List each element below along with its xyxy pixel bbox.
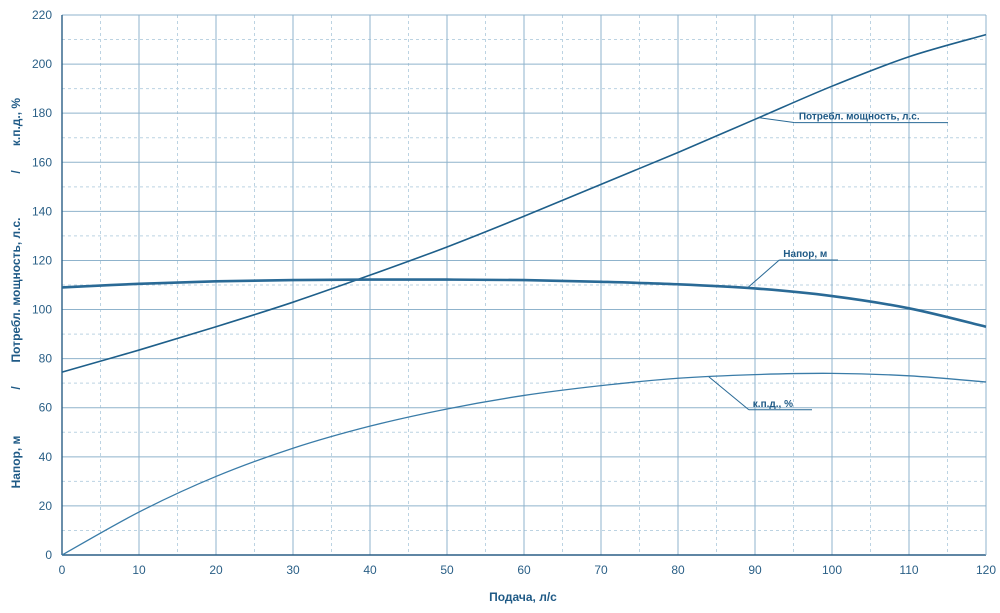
y-axis-title-separator-1: / bbox=[9, 386, 23, 390]
y-tick-labels: 0 20 40 60 80 100 120 140 160 180 200 220 bbox=[32, 8, 52, 562]
x-axis-title: Подача, л/с bbox=[489, 590, 557, 604]
y-axis-title-part-3: к.п.д., % bbox=[9, 98, 23, 147]
x-tick-labels: 0 10 20 30 40 50 60 70 80 90 100 110 120 bbox=[59, 563, 997, 577]
x-tick-label: 90 bbox=[748, 563, 762, 577]
y-axis-title: Напор, м / Потребл. мощность, л.с. / к.п… bbox=[9, 98, 23, 489]
series-lines bbox=[61, 33, 987, 556]
y-tick-label: 100 bbox=[32, 303, 52, 317]
annotation-leader-line bbox=[708, 376, 750, 411]
major-grid bbox=[61, 14, 987, 556]
x-tick-label: 80 bbox=[671, 563, 685, 577]
y-tick-label: 200 bbox=[32, 57, 52, 71]
x-tick-label: 30 bbox=[286, 563, 300, 577]
y-tick-label: 0 bbox=[45, 548, 52, 562]
x-tick-label: 120 bbox=[976, 563, 996, 577]
y-tick-label: 220 bbox=[32, 8, 52, 22]
annotation-label: Напор, м bbox=[783, 249, 827, 260]
annotation-leader-line bbox=[758, 117, 795, 124]
x-tick-label: 70 bbox=[594, 563, 608, 577]
annotation-label: к.п.д., % bbox=[753, 399, 793, 410]
annotation-leader-line bbox=[746, 259, 780, 289]
x-tick-label: 20 bbox=[209, 563, 223, 577]
x-tick-label: 10 bbox=[132, 563, 146, 577]
efficiency-curve bbox=[61, 372, 987, 556]
y-tick-label: 40 bbox=[39, 450, 53, 464]
x-tick-label: 0 bbox=[59, 563, 66, 577]
y-axis-title-part-2: Потребл. мощность, л.с. bbox=[9, 218, 23, 363]
y-tick-label: 20 bbox=[39, 499, 53, 513]
series-annotations: Потребл. мощность, л.с. Напор, м к.п.д., % bbox=[708, 111, 948, 411]
y-tick-label: 180 bbox=[32, 106, 52, 120]
head-curve bbox=[61, 278, 987, 328]
y-tick-label: 120 bbox=[32, 253, 52, 267]
x-tick-label: 50 bbox=[440, 563, 454, 577]
y-tick-label: 140 bbox=[32, 204, 52, 218]
y-axis-title-part-1: Напор, м bbox=[9, 435, 23, 488]
x-tick-label: 40 bbox=[363, 563, 377, 577]
annotation-label: Потребл. мощность, л.с. bbox=[799, 111, 920, 123]
x-tick-label: 100 bbox=[822, 563, 842, 577]
y-tick-label: 60 bbox=[39, 401, 53, 415]
x-tick-label: 110 bbox=[899, 563, 918, 577]
axes bbox=[61, 15, 987, 556]
x-tick-label: 60 bbox=[517, 563, 531, 577]
y-axis-title-separator-2: / bbox=[9, 170, 23, 174]
power-curve bbox=[61, 33, 987, 373]
y-tick-label: 80 bbox=[39, 352, 53, 366]
y-tick-label: 160 bbox=[32, 155, 52, 169]
